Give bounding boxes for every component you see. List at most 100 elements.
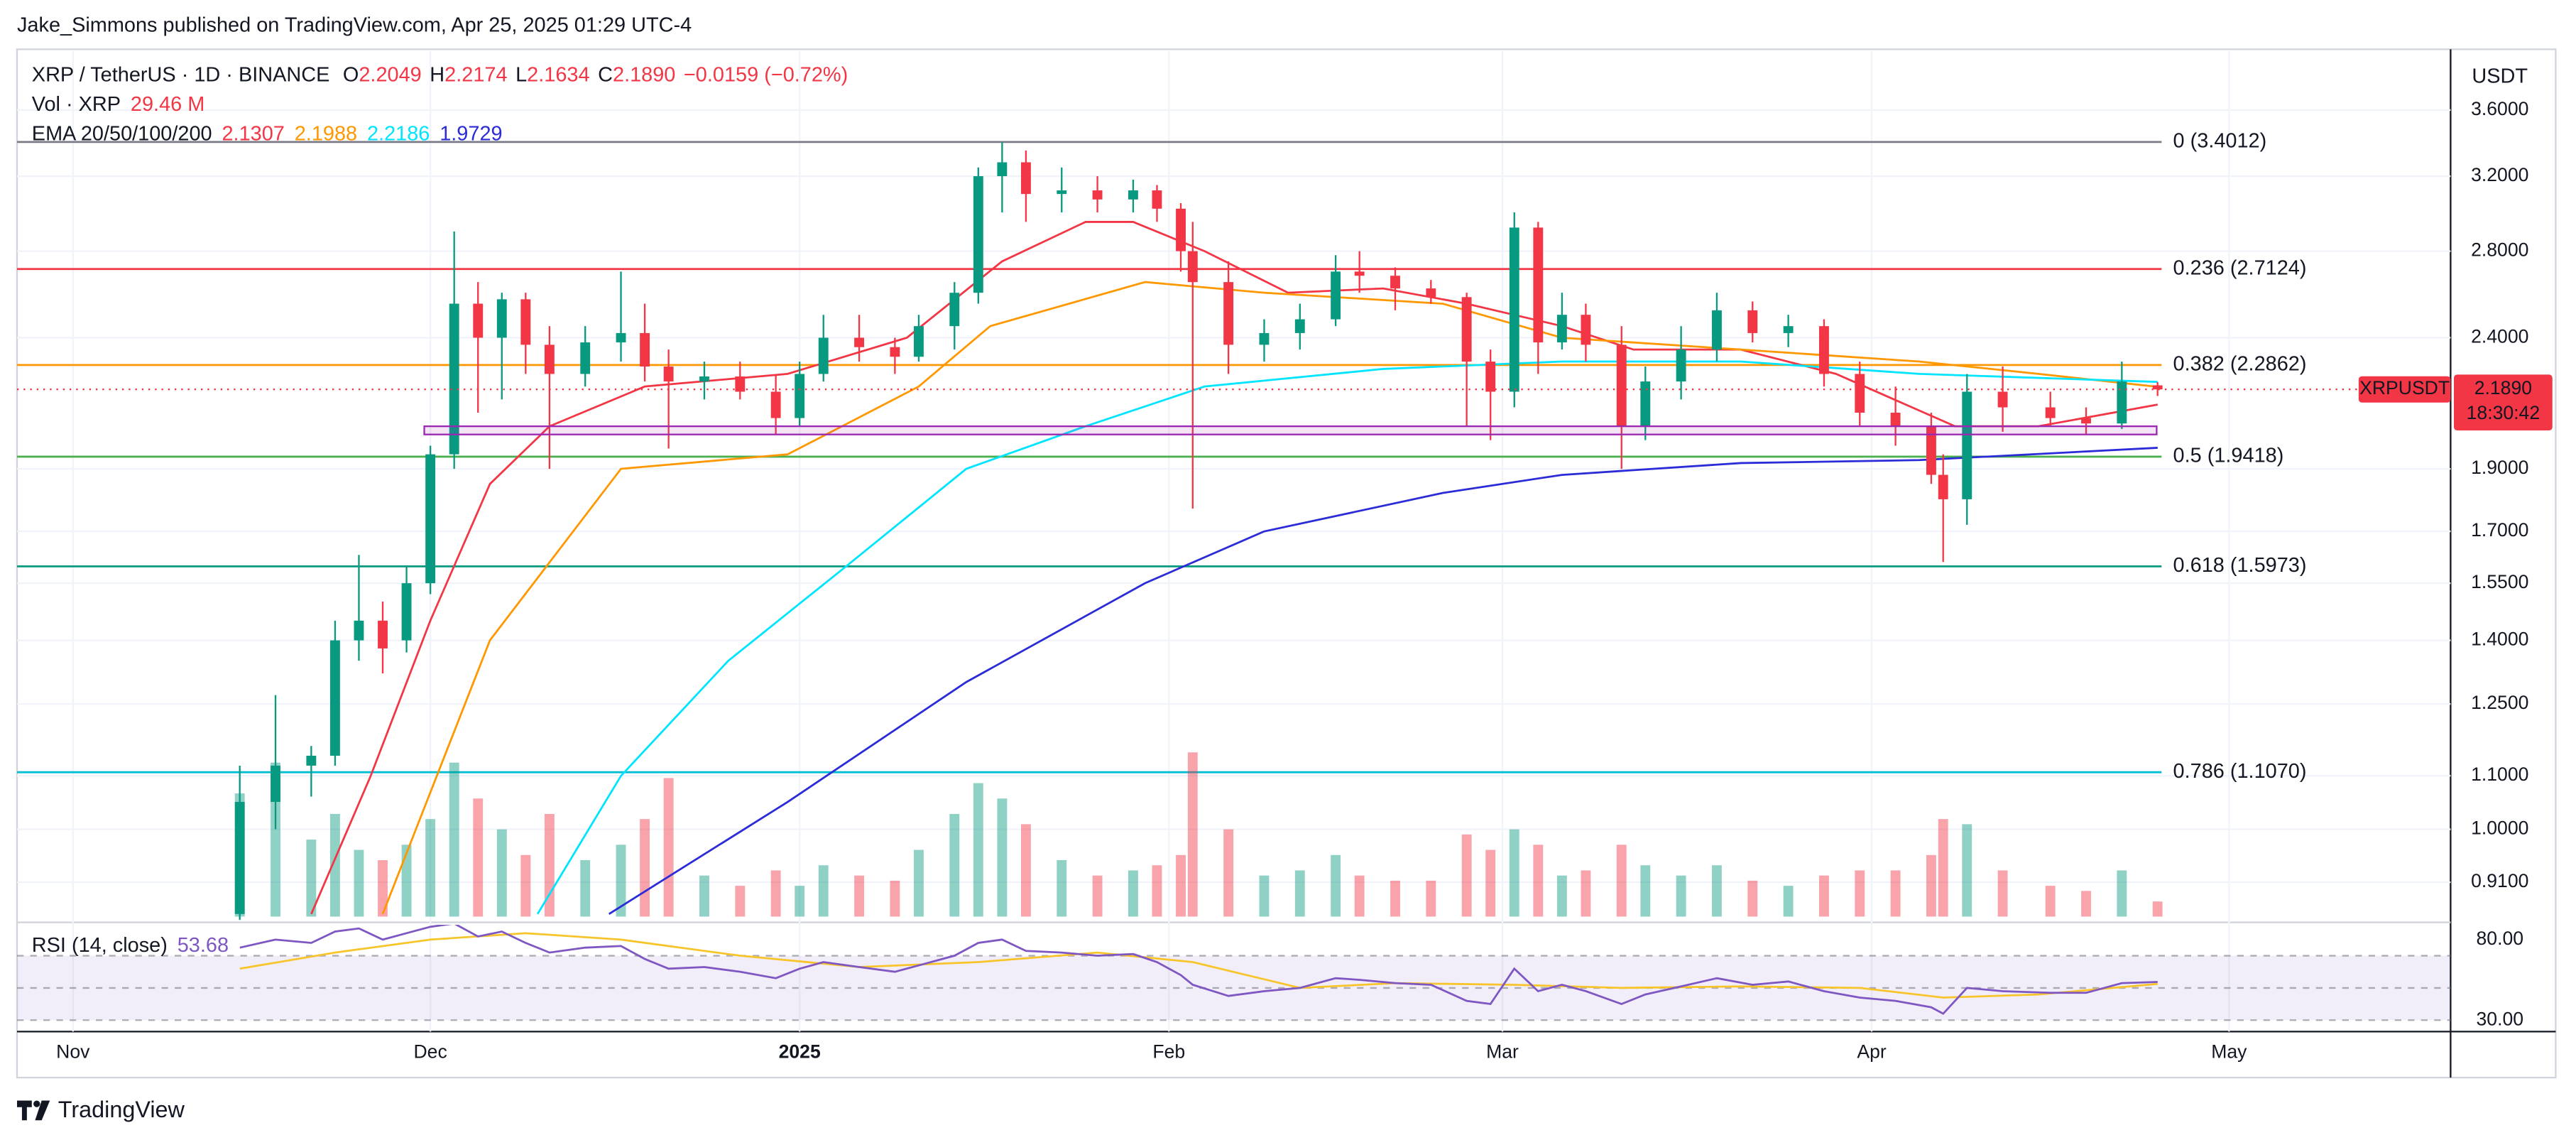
x-tick-label: Mar	[1486, 1041, 1519, 1062]
y-tick-label: 2.4000	[2471, 325, 2528, 347]
candle-body	[1712, 310, 1722, 350]
support-zone	[423, 425, 2158, 435]
volume-bar	[1509, 829, 1519, 917]
x-tick-label: Dec	[413, 1041, 447, 1062]
candle-body	[795, 374, 805, 418]
candle-body	[1223, 282, 1234, 345]
fib-label: 0.5 (1.9418)	[2173, 445, 2284, 467]
rsi-tick-label: 30.00	[2477, 1008, 2524, 1029]
symbol-legend: XRP / TetherUS · 1D · BINANCE O2.2049 H2.2…	[32, 63, 848, 86]
candle-body	[473, 303, 484, 338]
volume-bar	[699, 875, 709, 917]
volume-bar	[1390, 880, 1400, 917]
volume-bar	[1616, 845, 1627, 917]
candle-body	[401, 583, 412, 641]
candle-body	[854, 337, 865, 347]
candle-body	[378, 620, 388, 648]
volume-bar	[1057, 859, 1067, 917]
volume-bar	[1997, 870, 2008, 917]
candle-body	[1259, 332, 1270, 345]
ema-value: 1.9729	[440, 122, 502, 145]
volume-bar	[663, 778, 674, 917]
candle-body	[640, 332, 650, 367]
y-tick-label: 1.0000	[2471, 818, 2528, 839]
fib-label: 0.618 (1.5973)	[2173, 554, 2307, 577]
volume-label: Vol · XRP	[32, 93, 121, 116]
currency-label: USDT	[2472, 65, 2528, 87]
volume-value: 29.46 M	[131, 93, 204, 116]
candle-body	[1938, 474, 1948, 499]
candle-body	[1819, 326, 1829, 374]
volume-bar	[1581, 870, 1591, 917]
candle-body	[1354, 271, 1365, 276]
volume-bar	[1020, 824, 1031, 917]
fib-label: 0.382 (2.2862)	[2173, 353, 2307, 376]
y-tick-label: 1.4000	[2471, 629, 2528, 650]
y-tick-label: 1.1000	[2471, 764, 2528, 785]
candle-body	[949, 293, 960, 327]
ohlc-value: 2.1634	[527, 63, 589, 86]
candle-body	[1783, 326, 1794, 333]
volume-bar	[1962, 824, 1972, 917]
ema-line	[381, 281, 2158, 915]
volume-bar	[890, 880, 900, 917]
candle-body	[1390, 276, 1400, 289]
rsi-label: RSI (14, close)	[32, 934, 168, 957]
volume-bar	[354, 849, 364, 917]
candle-body	[580, 342, 591, 374]
y-tick-label: 3.6000	[2471, 98, 2528, 119]
candle-body	[1294, 319, 1305, 333]
rsi-pane	[16, 925, 2451, 1021]
volume-bar	[580, 859, 591, 917]
volume-bar	[1128, 870, 1138, 917]
candle-body	[234, 801, 245, 914]
volume-bar	[496, 829, 507, 917]
candle-body	[1020, 162, 1031, 195]
candle-body	[271, 765, 280, 802]
axes: 3.6000 3.2000 2.8000 2.4000 1.9000 1.7000 1.55…	[56, 98, 2553, 1062]
candle-body	[1581, 315, 1591, 345]
ohlc-key: C	[598, 63, 613, 86]
x-tick-label: Feb	[1152, 1041, 1185, 1062]
candle-body	[496, 299, 507, 338]
volume-bar	[973, 783, 983, 917]
volume-bar	[425, 819, 436, 917]
candle-body	[1890, 413, 1901, 427]
candle-body	[890, 347, 900, 357]
y-tick-label: 3.2000	[2471, 164, 2528, 185]
rsi-ma-line	[239, 932, 2158, 999]
candle-body	[425, 454, 436, 584]
volume-bar	[1461, 834, 1472, 917]
volume-bar	[949, 813, 960, 917]
volume-bar	[1747, 880, 1758, 917]
volume-bar	[1640, 865, 1651, 917]
candle-body	[1926, 426, 1936, 475]
volume-bar	[520, 854, 531, 917]
x-tick-label: May	[2211, 1041, 2247, 1062]
rsi-tick-label: 80.00	[2477, 928, 2524, 949]
y-tick-label: 1.2500	[2471, 692, 2528, 713]
volume-bar	[1294, 870, 1305, 917]
volume-bar	[473, 798, 484, 917]
volume-bar	[1783, 886, 1794, 917]
ema-value: 2.2186	[367, 122, 430, 145]
candle-body	[1855, 374, 1865, 413]
ohlc-value: 2.1890	[613, 63, 675, 86]
ohlc-key: O	[343, 63, 359, 86]
ema-value: 2.1307	[222, 122, 284, 145]
candle-body	[2045, 407, 2056, 418]
candle-body	[1187, 251, 1198, 283]
price-tag-bg	[2454, 374, 2553, 431]
candle-body	[1556, 315, 1567, 343]
candle-body	[1461, 297, 1472, 362]
ohlc-key: H	[430, 63, 444, 86]
volume-bar	[449, 762, 459, 917]
candle-body	[663, 367, 674, 382]
ema-line	[608, 447, 2158, 915]
volume-bar	[1855, 870, 1865, 917]
logo-mark	[16, 1100, 32, 1121]
candle-body	[735, 376, 746, 392]
fib-label: 0.236 (2.7124)	[2173, 256, 2307, 279]
volume-bar	[1485, 849, 1496, 917]
volume-bar	[1259, 875, 1270, 917]
